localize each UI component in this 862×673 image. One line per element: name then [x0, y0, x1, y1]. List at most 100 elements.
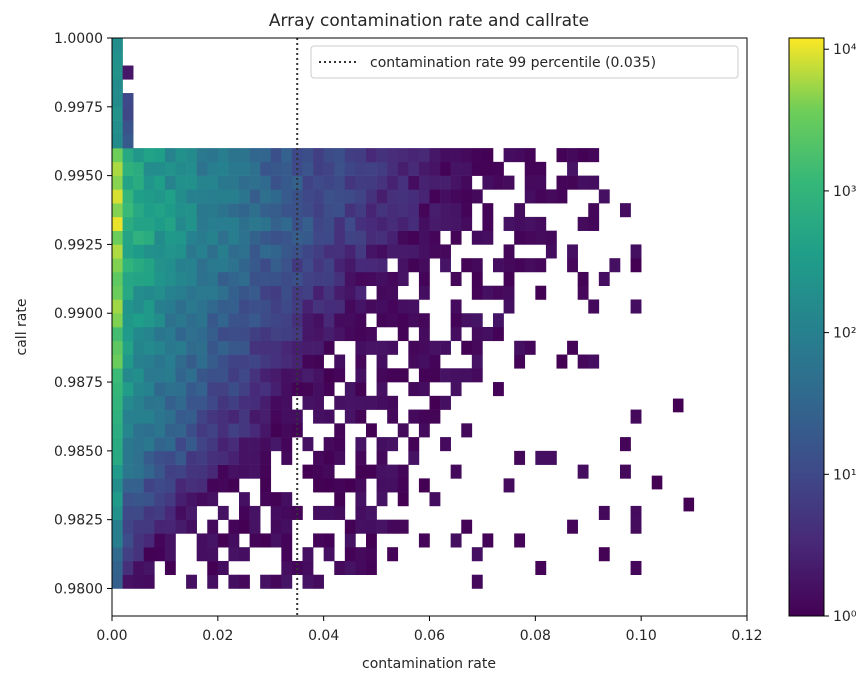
heatmap-cell — [249, 409, 261, 424]
heatmap-cell — [281, 244, 293, 259]
heatmap-cell — [143, 285, 155, 300]
heatmap-cell — [429, 368, 441, 383]
heatmap-cell — [302, 313, 314, 328]
heatmap-cell — [493, 285, 504, 300]
heatmap-cell — [207, 492, 219, 507]
heatmap-cell — [302, 216, 314, 231]
y-tick-label: 0.9900 — [54, 306, 103, 322]
heatmap-cell — [334, 189, 346, 204]
heatmap-cell — [196, 409, 208, 424]
heatmap-cell — [133, 464, 145, 479]
heatmap-cell — [217, 505, 229, 520]
heatmap-cell — [133, 216, 145, 231]
heatmap-cell — [524, 230, 536, 245]
heatmap-cell — [366, 464, 377, 479]
heatmap-cell — [281, 285, 293, 300]
heatmap-cell — [154, 313, 166, 328]
heatmap-cell — [545, 244, 557, 259]
heatmap-cell — [122, 65, 134, 80]
heatmap-cell — [228, 203, 240, 218]
heatmap-cell — [175, 203, 187, 218]
heatmap-cell — [122, 285, 134, 300]
heatmap-cell — [207, 533, 219, 548]
heatmap-cell — [207, 216, 219, 231]
heatmap-cell — [440, 340, 451, 355]
heatmap-cell — [355, 285, 367, 300]
heatmap-cell — [112, 244, 123, 259]
heatmap-cell — [461, 340, 473, 355]
heatmap-cell — [112, 161, 123, 176]
heatmap-cell — [239, 216, 250, 231]
heatmap-cell — [302, 464, 314, 479]
heatmap-cell — [239, 354, 250, 369]
heatmap-cell — [270, 437, 282, 452]
heatmap-cell — [260, 230, 272, 245]
heatmap-cell — [239, 313, 250, 328]
heatmap-cell — [344, 519, 356, 534]
heatmap-cell — [302, 285, 314, 300]
heatmap-cell — [112, 120, 123, 135]
heatmap-cell — [450, 533, 462, 548]
heatmap-cell — [175, 271, 187, 287]
heatmap-cell — [291, 354, 303, 369]
heatmap-cell — [196, 299, 208, 314]
heatmap-cell — [323, 478, 335, 493]
heatmap-cell — [143, 560, 155, 576]
heatmap-cell — [366, 519, 377, 534]
heatmap-cell — [302, 382, 314, 397]
heatmap-cell — [397, 299, 409, 314]
heatmap-cell — [355, 175, 367, 190]
heatmap-cell — [313, 327, 324, 342]
heatmap-cell — [217, 203, 229, 218]
heatmap-cell — [217, 313, 229, 328]
heatmap-cell — [249, 189, 261, 204]
heatmap-cell — [323, 203, 335, 218]
heatmap-cell — [112, 478, 123, 493]
heatmap-cell — [207, 560, 219, 576]
heatmap-cell — [387, 395, 399, 410]
heatmap-cell — [387, 409, 399, 424]
heatmap-cell — [291, 299, 303, 314]
heatmap-cell — [186, 285, 197, 300]
heatmap-cell — [122, 382, 134, 397]
heatmap-cell — [514, 450, 526, 465]
heatmap-cell — [217, 464, 229, 479]
heatmap-cell — [196, 161, 208, 176]
heatmap-cell — [154, 299, 166, 314]
heatmap-cell — [313, 450, 324, 465]
heatmap-cell — [260, 340, 272, 355]
heatmap-cell — [366, 340, 377, 355]
heatmap-cell — [260, 161, 272, 176]
heatmap-cell — [154, 354, 166, 369]
heatmap-cell — [133, 409, 145, 424]
heatmap-cell — [260, 285, 272, 300]
heatmap-cell — [313, 258, 324, 273]
heatmap-cell — [249, 244, 261, 259]
heatmap-cell — [408, 161, 420, 176]
colorbar: 10⁰ 10¹ 10² 10³ 10⁴ — [788, 37, 857, 625]
heatmap-cell — [164, 299, 176, 314]
heatmap-cell — [397, 368, 409, 383]
heatmap-cell — [408, 299, 420, 314]
heatmap-cell — [281, 574, 293, 589]
heatmap-cell — [440, 161, 451, 176]
heatmap-cell — [260, 574, 272, 589]
heatmap-cell — [440, 216, 451, 231]
heatmap-cell — [281, 519, 293, 534]
heatmap-cell — [408, 258, 420, 273]
heatmap-cell — [186, 437, 197, 452]
heatmap-cell — [281, 547, 293, 562]
heatmap-cell — [588, 148, 600, 163]
heatmap-cell — [408, 175, 420, 190]
heatmap-cell — [535, 450, 547, 465]
heatmap-cell — [355, 299, 367, 314]
heatmap-cell — [175, 299, 187, 314]
heatmap-cell — [112, 340, 123, 355]
heatmap-cell — [609, 258, 621, 273]
heatmap-cell — [154, 230, 166, 245]
heatmap-cell — [228, 478, 240, 493]
heatmap-cell — [556, 175, 568, 190]
heatmap-cell — [313, 478, 324, 493]
heatmap-cell — [133, 161, 145, 176]
heatmap-cell — [164, 244, 176, 259]
